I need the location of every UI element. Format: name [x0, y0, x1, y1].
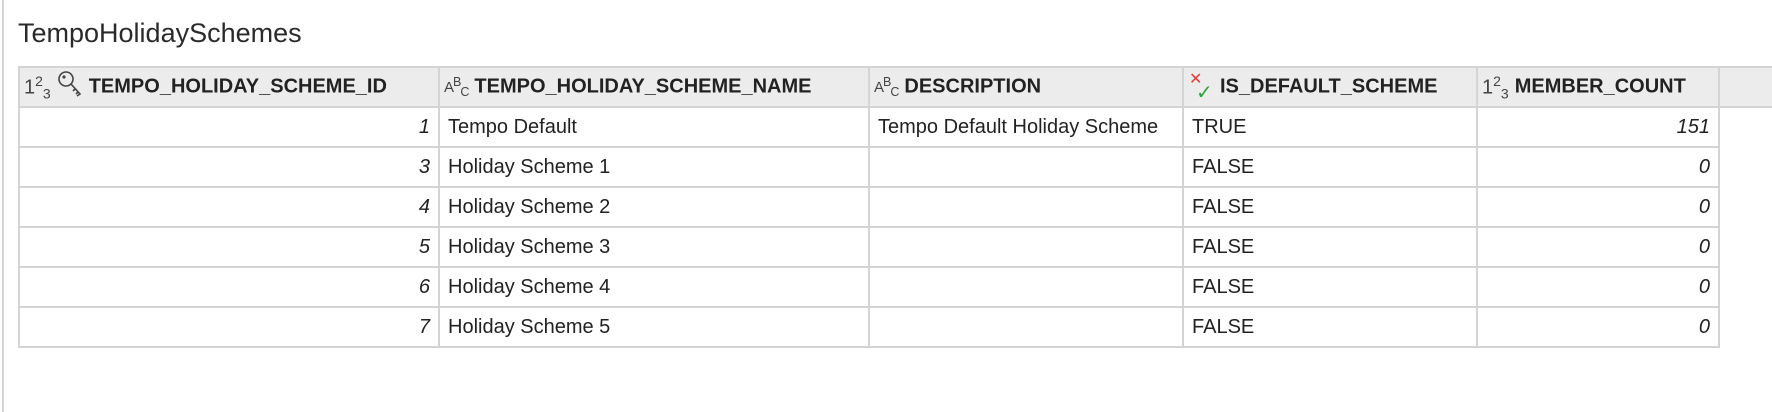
column-header-member-count[interactable]: 123 MEMBER_COUNT: [1476, 66, 1720, 108]
cell-description[interactable]: [868, 266, 1184, 308]
cell-name[interactable]: Tempo Default: [438, 106, 870, 148]
numeric-icon: 123: [1482, 72, 1509, 102]
table-row[interactable]: 5 Holiday Scheme 3 FALSE 0: [18, 226, 1720, 268]
text-icon: ABC: [444, 75, 469, 99]
cell-id[interactable]: 6: [18, 266, 440, 308]
table-row[interactable]: 1 Tempo Default Tempo Default Holiday Sche…: [18, 106, 1720, 148]
cell-member-count[interactable]: 0: [1476, 266, 1720, 308]
column-label: MEMBER_COUNT: [1514, 75, 1686, 98]
table-row[interactable]: 3 Holiday Scheme 1 FALSE 0: [18, 146, 1720, 188]
text-icon: ABC: [874, 75, 899, 99]
header-row: 123 TEMPO_HOLIDAY_SCHEME_ID ABC TEMPO_HOLI…: [18, 66, 1720, 108]
cell-is-default[interactable]: TRUE: [1182, 106, 1478, 148]
cell-is-default[interactable]: FALSE: [1182, 226, 1478, 268]
cell-member-count[interactable]: 0: [1476, 306, 1720, 348]
column-label: DESCRIPTION: [904, 75, 1042, 98]
cell-name[interactable]: Holiday Scheme 5: [438, 306, 870, 348]
column-label: TEMPO_HOLIDAY_SCHEME_ID: [88, 75, 387, 98]
column-label: IS_DEFAULT_SCHEME: [1220, 75, 1438, 98]
cell-id[interactable]: 4: [18, 186, 440, 228]
cell-description[interactable]: [868, 306, 1184, 348]
boolean-icon: ✕ ✓: [1189, 71, 1213, 104]
column-header-id[interactable]: 123 TEMPO_HOLIDAY_SCHEME_ID: [18, 66, 440, 108]
cell-member-count[interactable]: 0: [1476, 226, 1720, 268]
cell-is-default[interactable]: FALSE: [1182, 186, 1478, 228]
column-header-is-default[interactable]: ✕ ✓ IS_DEFAULT_SCHEME: [1182, 66, 1478, 108]
column-label: TEMPO_HOLIDAY_SCHEME_NAME: [474, 75, 812, 98]
cell-description[interactable]: Tempo Default Holiday Scheme: [868, 106, 1184, 148]
cell-name[interactable]: Holiday Scheme 4: [438, 266, 870, 308]
cell-description[interactable]: [868, 186, 1184, 228]
cell-member-count[interactable]: 0: [1476, 186, 1720, 228]
column-header-name[interactable]: ABC TEMPO_HOLIDAY_SCHEME_NAME: [438, 66, 870, 108]
cell-id[interactable]: 5: [18, 226, 440, 268]
cell-member-count[interactable]: 0: [1476, 146, 1720, 188]
primary-key-icon: [57, 70, 83, 104]
table-row[interactable]: 4 Holiday Scheme 2 FALSE 0: [18, 186, 1720, 228]
data-table: 123 TEMPO_HOLIDAY_SCHEME_ID ABC TEMPO_HOLI…: [18, 66, 1720, 348]
cell-is-default[interactable]: FALSE: [1182, 146, 1478, 188]
cell-name[interactable]: Holiday Scheme 2: [438, 186, 870, 228]
cell-description[interactable]: [868, 226, 1184, 268]
cell-id[interactable]: 1: [18, 106, 440, 148]
cell-is-default[interactable]: FALSE: [1182, 266, 1478, 308]
table-row[interactable]: 6 Holiday Scheme 4 FALSE 0: [18, 266, 1720, 308]
cell-name[interactable]: Holiday Scheme 3: [438, 226, 870, 268]
left-border: [2, 0, 4, 412]
cell-is-default[interactable]: FALSE: [1182, 306, 1478, 348]
table-row[interactable]: 7 Holiday Scheme 5 FALSE 0: [18, 306, 1720, 348]
cell-id[interactable]: 3: [18, 146, 440, 188]
numeric-icon: 123: [24, 72, 51, 102]
cell-name[interactable]: Holiday Scheme 1: [438, 146, 870, 188]
cell-id[interactable]: 7: [18, 306, 440, 348]
cell-member-count[interactable]: 151: [1476, 106, 1720, 148]
column-header-description[interactable]: ABC DESCRIPTION: [868, 66, 1184, 108]
cell-description[interactable]: [868, 146, 1184, 188]
table-title: TempoHolidaySchemes: [18, 18, 302, 48]
